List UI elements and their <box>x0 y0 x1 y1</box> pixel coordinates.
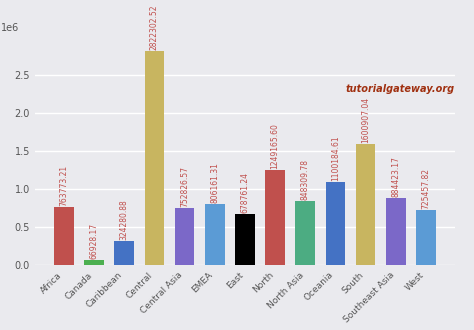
Text: 1600907.04: 1600907.04 <box>361 96 370 143</box>
Text: tutorialgateway.org: tutorialgateway.org <box>346 84 455 94</box>
Text: 1249165.60: 1249165.60 <box>271 123 280 169</box>
Bar <box>175 208 194 266</box>
Text: 1100184.61: 1100184.61 <box>331 135 340 181</box>
Text: 66928.17: 66928.17 <box>90 223 99 259</box>
Text: 725457.82: 725457.82 <box>421 168 430 209</box>
Text: 763773.21: 763773.21 <box>59 165 68 206</box>
Bar <box>326 182 345 266</box>
Bar <box>114 241 134 266</box>
Text: 848309.78: 848309.78 <box>301 159 310 200</box>
Text: 806161.31: 806161.31 <box>210 162 219 203</box>
Bar <box>205 204 225 266</box>
Bar <box>235 214 255 266</box>
Bar <box>356 144 375 266</box>
Text: 752826.57: 752826.57 <box>180 166 189 207</box>
Text: 2822302.52: 2822302.52 <box>150 4 159 49</box>
Bar <box>54 207 73 266</box>
Text: 678761.24: 678761.24 <box>240 172 249 213</box>
Text: 884423.17: 884423.17 <box>391 156 400 197</box>
Bar <box>416 210 436 266</box>
Bar <box>145 51 164 266</box>
Bar <box>386 198 406 266</box>
Text: 1e6: 1e6 <box>1 23 19 33</box>
Bar <box>265 171 285 266</box>
Text: 324280.88: 324280.88 <box>120 199 128 240</box>
Bar <box>84 260 104 266</box>
Bar <box>295 201 315 266</box>
